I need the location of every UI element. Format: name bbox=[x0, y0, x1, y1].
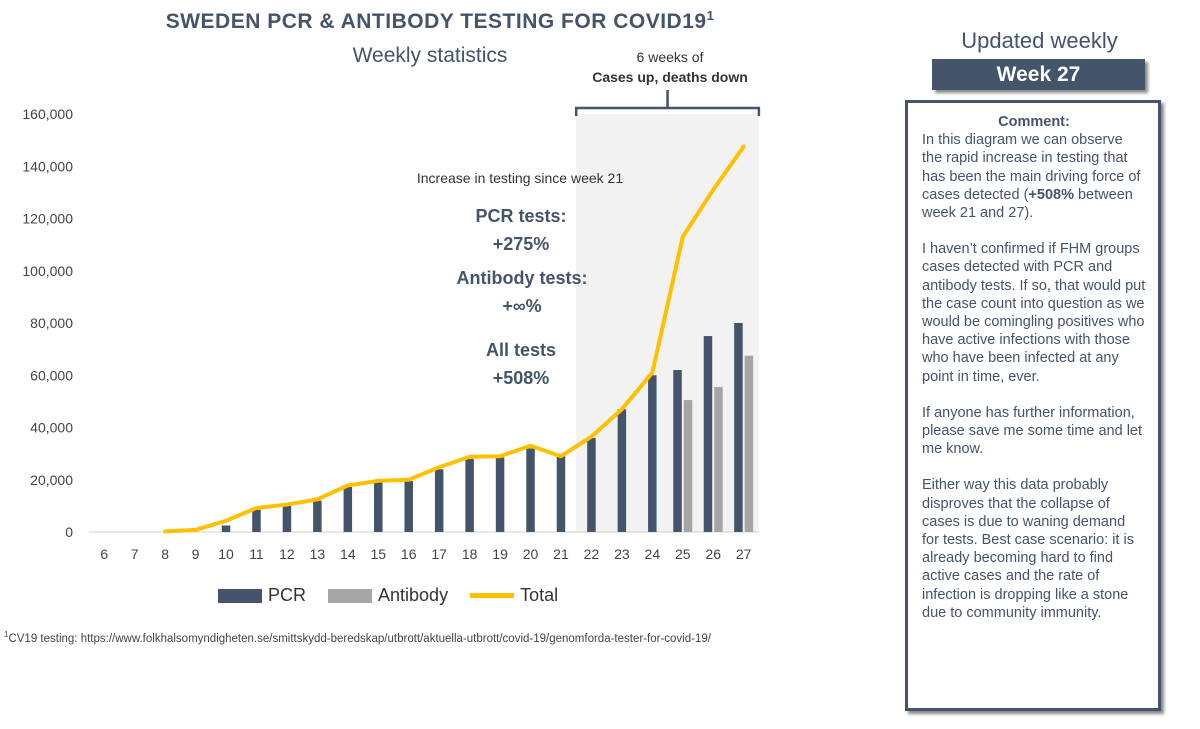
bar-pcr bbox=[495, 457, 505, 532]
annotation-line2: Cases up, deaths down bbox=[592, 69, 748, 85]
x-tick-label: 23 bbox=[614, 546, 630, 562]
bar-pcr bbox=[587, 437, 596, 532]
x-tick-label: 15 bbox=[370, 546, 386, 562]
legend-swatch-antibody bbox=[328, 588, 373, 603]
bar-pcr bbox=[252, 509, 261, 532]
bar-pcr bbox=[434, 469, 444, 532]
period-bracket bbox=[574, 90, 761, 116]
x-tick-label: 25 bbox=[675, 546, 691, 562]
bar-pcr bbox=[282, 505, 292, 532]
y-tick-label: 60,000 bbox=[30, 367, 73, 383]
y-tick-label: 140,000 bbox=[22, 158, 73, 174]
legend-swatch-pcr bbox=[218, 588, 262, 603]
x-tick-label: 9 bbox=[192, 546, 200, 562]
pcr-stat-label: PCR tests: bbox=[475, 206, 567, 226]
bar-pcr bbox=[734, 323, 743, 532]
x-tick-label: 24 bbox=[645, 546, 661, 562]
period-annotation: 6 weeks of Cases up, deaths down bbox=[580, 47, 760, 87]
comment-box: Comment: In this diagram we can observe … bbox=[905, 100, 1161, 711]
chart-subtitle: Weekly statistics bbox=[352, 44, 508, 67]
line-total bbox=[163, 144, 746, 534]
bar-pcr bbox=[556, 456, 566, 532]
x-tick-label: 12 bbox=[279, 546, 295, 562]
x-tick-label: 22 bbox=[584, 546, 600, 562]
shaded-period bbox=[576, 114, 759, 532]
x-tick-label: 13 bbox=[310, 546, 326, 562]
x-tick-label: 18 bbox=[462, 546, 478, 562]
bar-pcr bbox=[374, 481, 383, 532]
legend-item-total: Total bbox=[470, 585, 558, 606]
bar-antibody bbox=[683, 400, 693, 532]
bar-pcr bbox=[703, 336, 713, 532]
y-tick-label: 40,000 bbox=[30, 420, 73, 436]
bar-pcr bbox=[221, 525, 231, 532]
y-tick-label: 0 bbox=[65, 524, 73, 540]
footnote: 1CV19 testing: https://www.folkhalsomynd… bbox=[4, 630, 711, 645]
comment-paragraph-3: If anyone has further information, pleas… bbox=[922, 404, 1143, 458]
antibody-stat-label: Antibody tests: bbox=[456, 268, 588, 288]
antibody-stat-value: +∞% bbox=[502, 296, 542, 316]
y-tick-label: 120,000 bbox=[22, 211, 73, 227]
x-tick-label: 19 bbox=[492, 546, 508, 562]
x-tick-label: 21 bbox=[553, 546, 569, 562]
x-tick-label: 7 bbox=[131, 546, 139, 562]
x-tick-label: 26 bbox=[705, 546, 721, 562]
x-tick-label: 16 bbox=[401, 546, 417, 562]
x-tick-label: 8 bbox=[161, 546, 169, 562]
comment-paragraph-4: Either way this data probably disproves … bbox=[922, 477, 1134, 621]
comment-paragraph-1: In this diagram we can observe the rapid… bbox=[922, 132, 1141, 222]
week-badge: Week 27 bbox=[932, 59, 1145, 90]
annotation-line1: 6 weeks of bbox=[636, 49, 704, 65]
bar-pcr bbox=[404, 481, 413, 532]
bar-pcr bbox=[648, 375, 657, 532]
pcr-stat-value: +275% bbox=[492, 234, 550, 254]
all-stat-label: All tests bbox=[485, 340, 557, 360]
y-tick-label: 20,000 bbox=[30, 472, 73, 488]
x-tick-label: 17 bbox=[431, 546, 447, 562]
chart: 0 20,000 40,000 60,000 80,000 100,000 120,000 1… bbox=[22, 90, 761, 562]
bar-pcr bbox=[343, 486, 353, 532]
legend-swatch-total bbox=[470, 593, 515, 598]
bar-pcr bbox=[313, 500, 322, 532]
bar-pcr bbox=[673, 370, 682, 532]
comment-heading: Comment: bbox=[998, 114, 1070, 130]
bar-antibody bbox=[744, 355, 754, 532]
bar-pcr bbox=[617, 409, 627, 532]
legend-item-antibody: Antibody bbox=[328, 585, 448, 606]
y-tick-label: 80,000 bbox=[30, 315, 73, 331]
antibody-stat: Antibody tests: +∞% bbox=[422, 264, 622, 320]
x-tick-label: 6 bbox=[100, 546, 108, 562]
legend: PCR Antibody Total bbox=[218, 585, 580, 606]
bar-pcr bbox=[465, 458, 474, 532]
x-tick-label: 10 bbox=[218, 546, 234, 562]
bar-pcr bbox=[526, 448, 535, 532]
all-stat: All tests +508% bbox=[421, 336, 621, 392]
y-tick-label: 100,000 bbox=[22, 263, 73, 279]
y-tick-label: 160,000 bbox=[22, 106, 73, 122]
chart-title: SWEDEN PCR & ANTIBODY TESTING FOR COVID1… bbox=[165, 8, 715, 33]
increase-note: Increase in testing since week 21 bbox=[416, 170, 624, 186]
updated-label: Updated weekly bbox=[961, 28, 1118, 53]
comment-paragraph-2: I haven’t confirmed if FHM groups cases … bbox=[922, 241, 1146, 385]
x-tick-label: 14 bbox=[340, 546, 356, 562]
pcr-stat: PCR tests: +275% bbox=[421, 202, 621, 258]
x-tick-label: 11 bbox=[249, 546, 264, 562]
all-stat-value: +508% bbox=[492, 368, 550, 388]
bar-antibody bbox=[714, 387, 723, 532]
x-tick-label: 27 bbox=[736, 546, 752, 562]
legend-item-pcr: PCR bbox=[218, 585, 306, 606]
x-tick-label: 20 bbox=[523, 546, 539, 562]
